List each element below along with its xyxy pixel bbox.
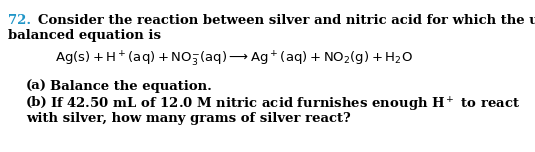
Text: with silver, how many grams of silver react?: with silver, how many grams of silver re… — [26, 112, 351, 125]
Text: balanced equation is: balanced equation is — [8, 29, 161, 42]
Text: (b): (b) — [26, 96, 48, 109]
Text: Consider the reaction between silver and nitric acid for which the un-: Consider the reaction between silver and… — [38, 14, 535, 27]
Text: If 42.50 mL of 12.0 M nitric acid furnishes enough H$^+$ to react: If 42.50 mL of 12.0 M nitric acid furnis… — [50, 96, 520, 114]
Text: 72.: 72. — [8, 14, 31, 27]
Text: $\mathrm{Ag(s) + H^+(aq) + NO_3^{-}(aq) \longrightarrow Ag^+(aq) + NO_2(g) + H_2: $\mathrm{Ag(s) + H^+(aq) + NO_3^{-}(aq) … — [55, 49, 413, 68]
Text: (a): (a) — [26, 80, 47, 93]
Text: Balance the equation.: Balance the equation. — [50, 80, 212, 93]
